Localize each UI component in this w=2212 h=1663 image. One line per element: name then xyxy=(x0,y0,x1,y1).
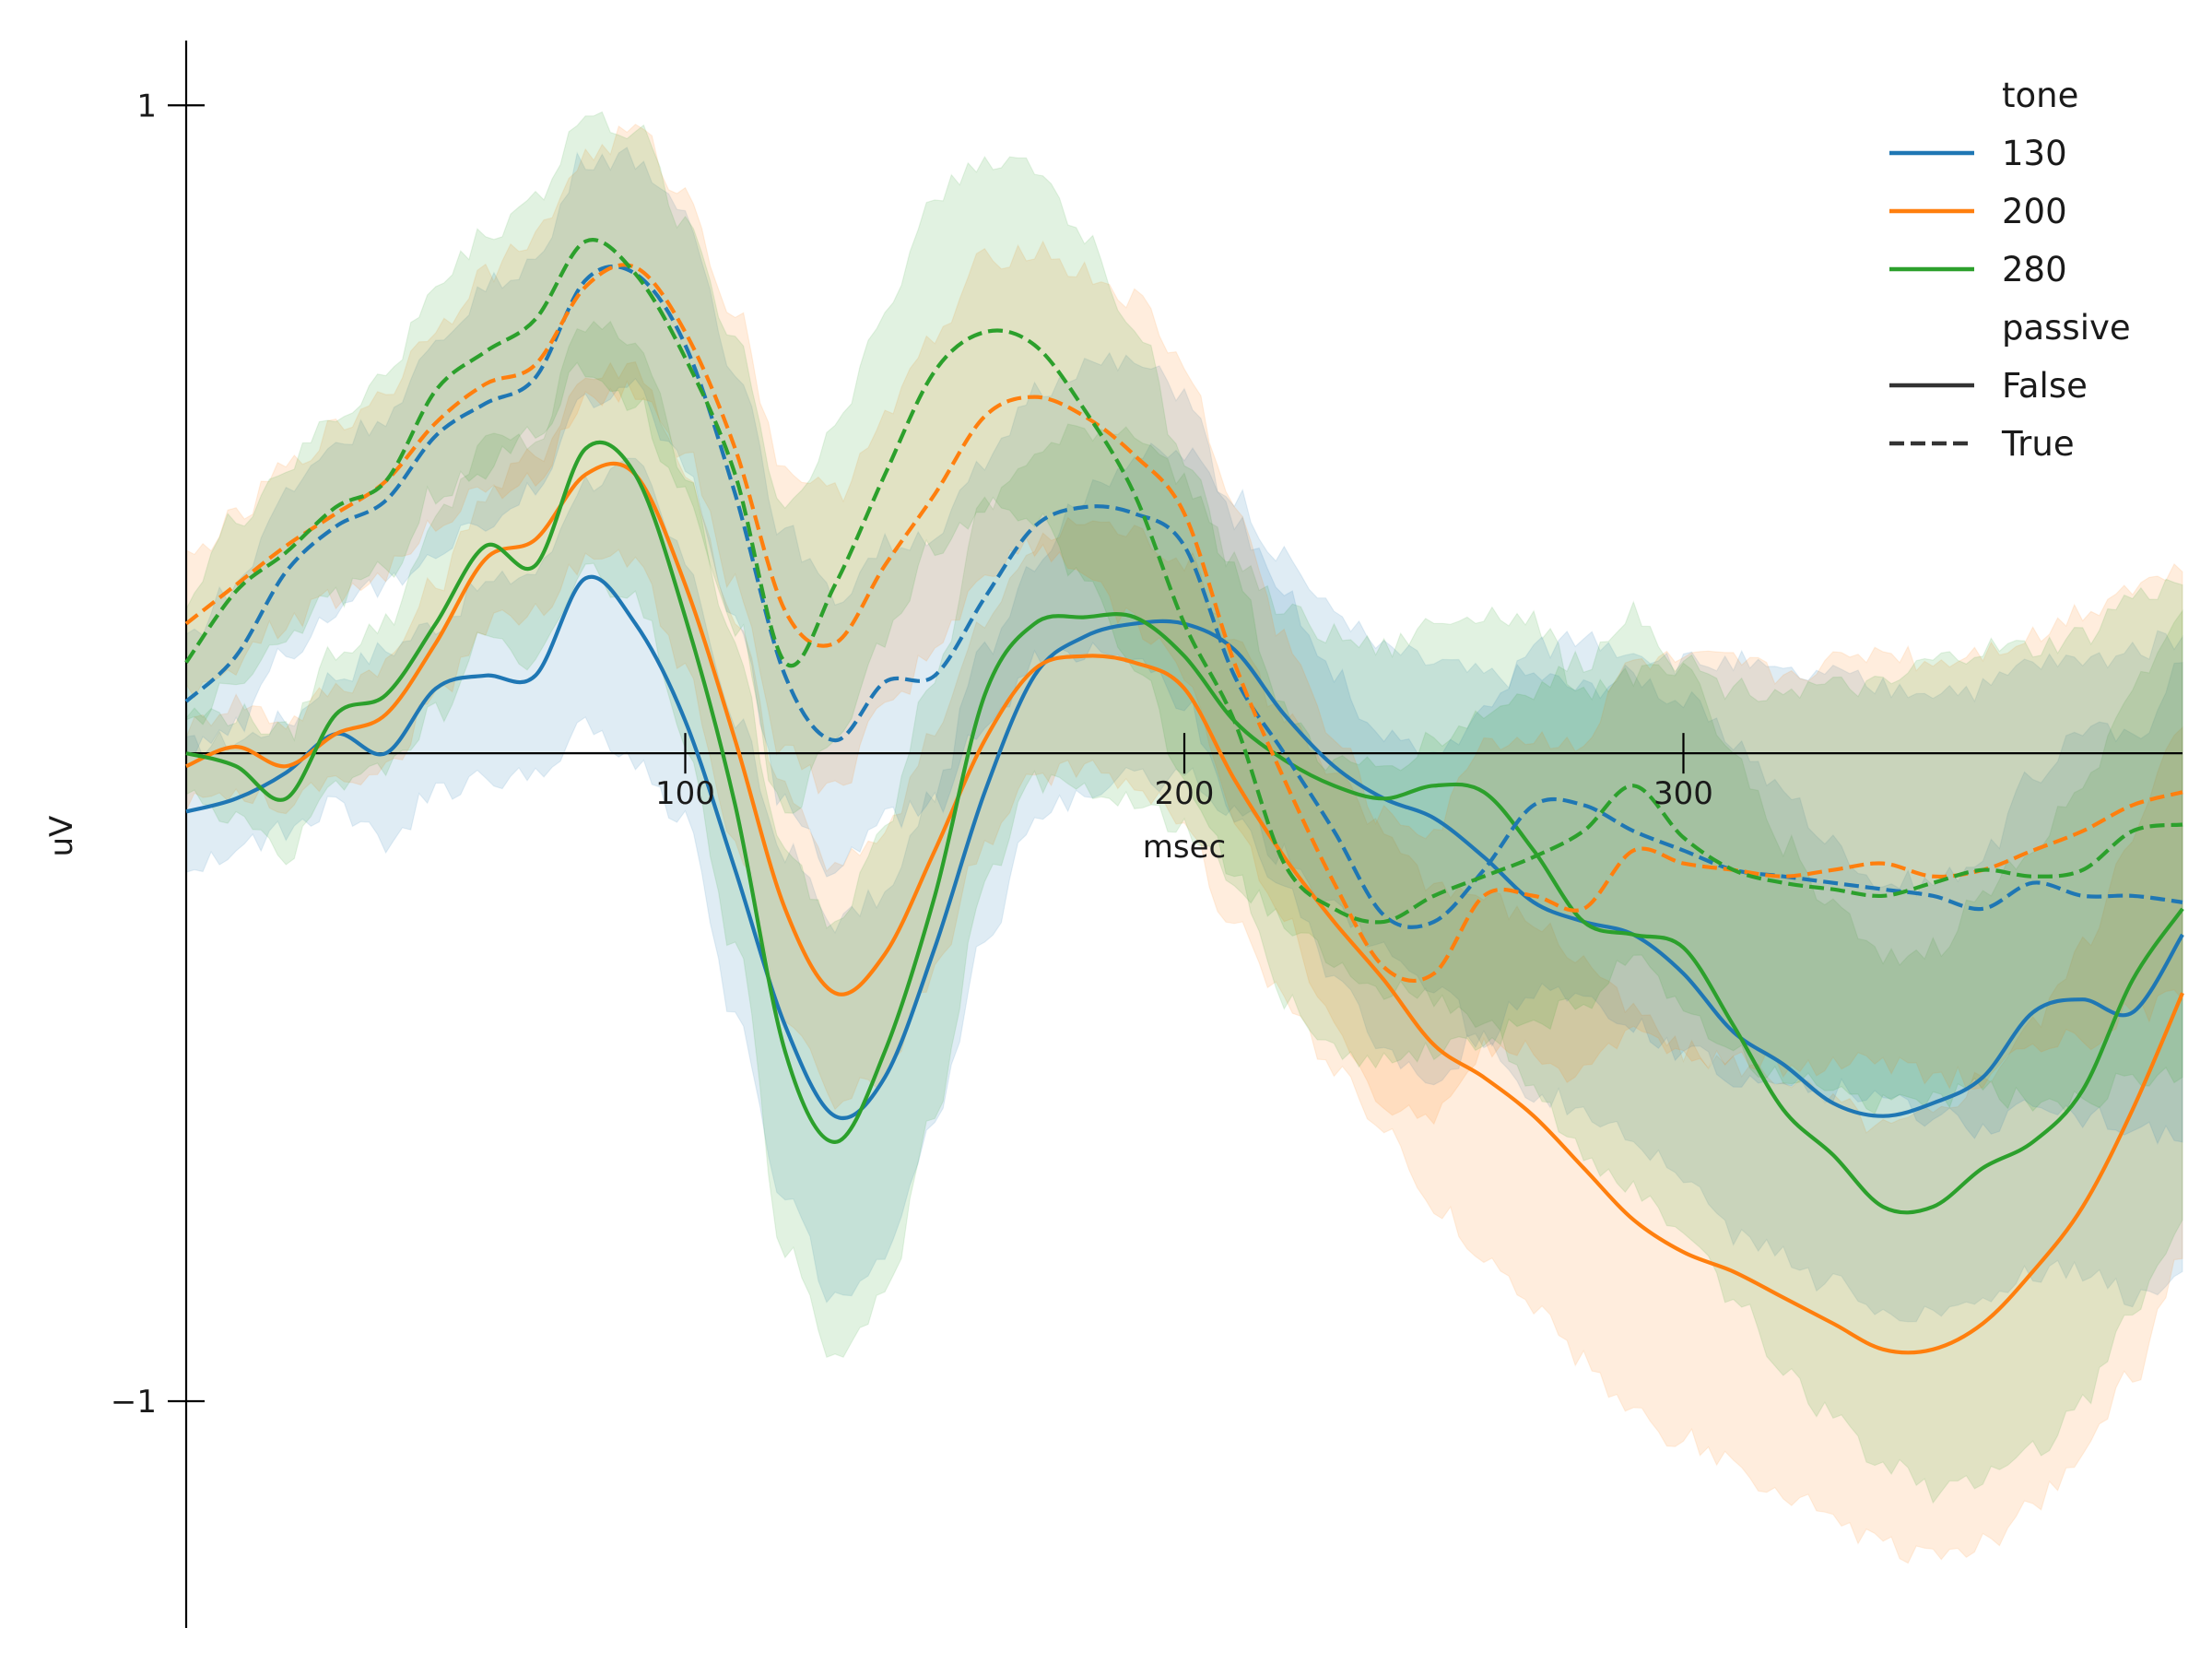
legend-entry-label: 130 xyxy=(2002,134,2067,173)
ci-band-tone-130-passive-true xyxy=(185,146,2183,1146)
legend: tone 130 200 280 passive False True xyxy=(1889,76,2131,464)
ci-band-tone-130-passive-false xyxy=(185,442,2183,1323)
series-line-tone-200-passive-true xyxy=(184,263,2183,983)
legend-entry-label: True xyxy=(2001,424,2075,464)
series-line-tone-200-passive-false xyxy=(185,461,2184,1355)
series-line-tone-280-passive-true xyxy=(184,238,2183,925)
legend-entry-label: 280 xyxy=(2002,250,2067,289)
y-axis-label: uV xyxy=(43,816,80,857)
y-tick-label: 1 xyxy=(136,88,157,124)
legend-group-title: tone xyxy=(2002,76,2078,115)
axis-ticks: 100 200 300 1 −1 xyxy=(111,88,1713,1421)
x-tick-label: 300 xyxy=(1653,775,1713,812)
legend-entry-label: False xyxy=(2002,366,2088,406)
legend-group-title: passive xyxy=(2002,308,2131,348)
series-line-tone-280-passive-false xyxy=(185,440,2184,1215)
y-tick-label: −1 xyxy=(111,1384,157,1421)
series-lines xyxy=(184,238,2184,1355)
x-tick-label: 100 xyxy=(655,775,715,812)
legend-entry-label: 200 xyxy=(2002,192,2067,231)
x-tick-label: 200 xyxy=(1155,775,1215,812)
series-line-tone-130-passive-true xyxy=(184,264,2183,929)
ci-band-tone-200-passive-false xyxy=(185,360,2183,1564)
x-axis-label: msec xyxy=(1143,829,1226,866)
series-line-tone-130-passive-false xyxy=(185,574,2184,1120)
